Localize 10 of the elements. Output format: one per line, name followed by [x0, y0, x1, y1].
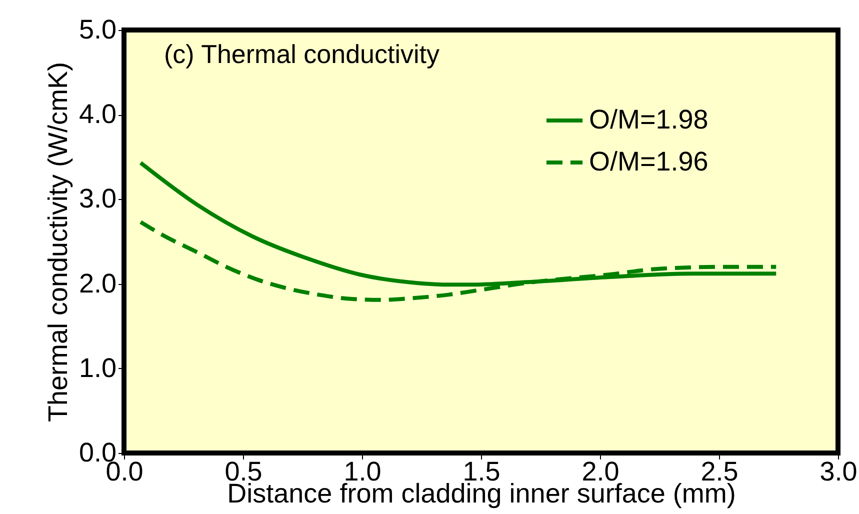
legend-label: O/M=1.98 [589, 104, 708, 134]
y-tick-label: 1.0 [78, 352, 116, 383]
y-tick-label: 4.0 [78, 99, 116, 130]
y-tick-label: 5.0 [78, 14, 116, 44]
y-tick-label: 2.0 [78, 268, 116, 298]
x-tick-label: 3.0 [820, 456, 858, 486]
y-axis-title: Thermal conductivity (W/cmK) [42, 62, 73, 422]
legend-label: O/M=1.96 [589, 146, 708, 176]
y-tick-label: 3.0 [78, 184, 116, 214]
chart-title: (c) Thermal conductivity [164, 39, 440, 69]
